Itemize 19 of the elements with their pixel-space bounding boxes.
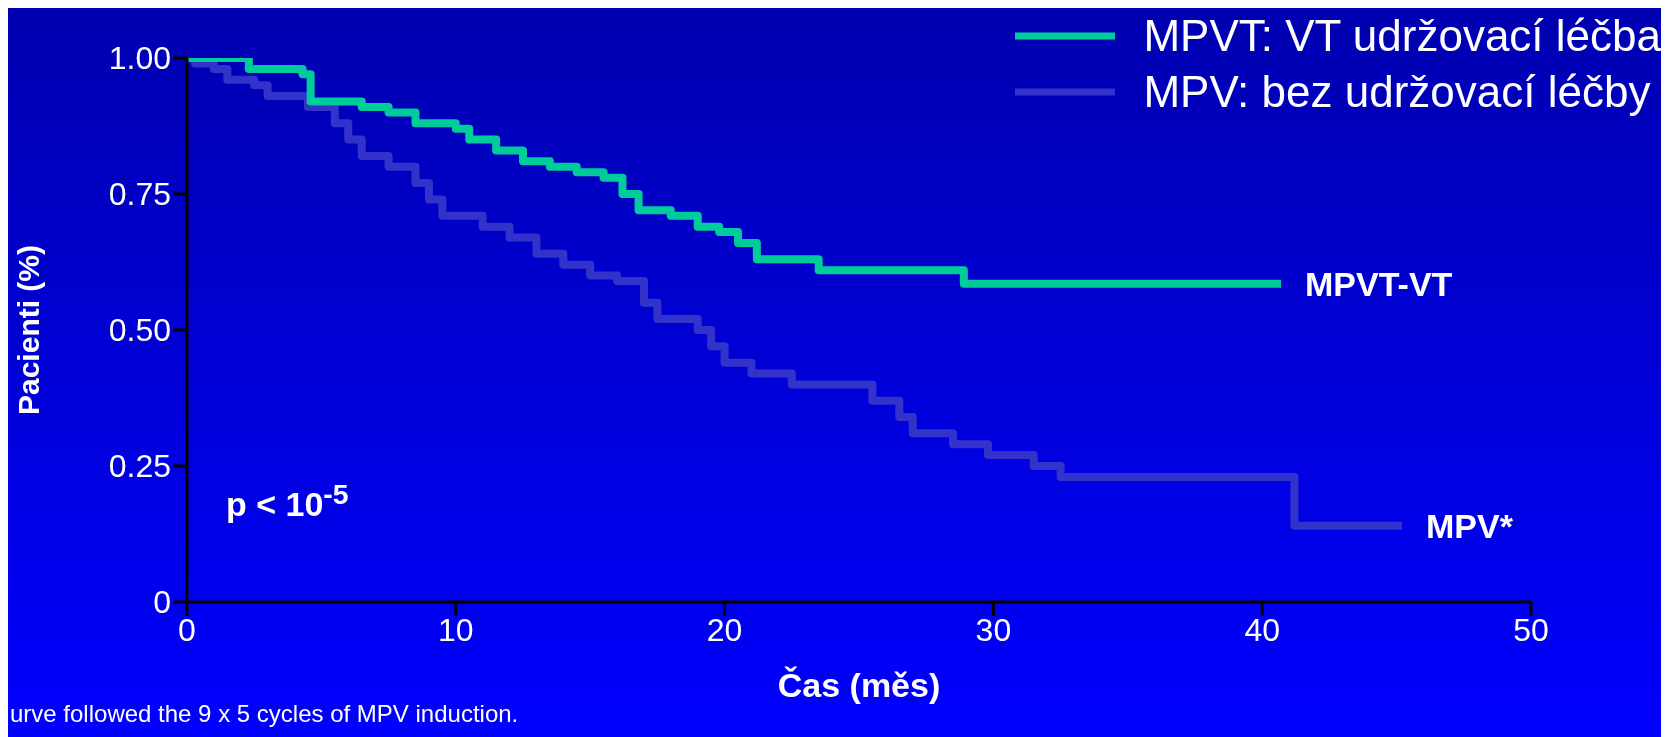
legend-label: MPV: bez udržovací léčby: [1143, 67, 1651, 117]
annotation: p < 10$^{-5}$: [226, 478, 349, 525]
x-axis-title: Čas (měs): [777, 666, 941, 704]
x-tick-label: 20: [706, 611, 743, 648]
x-tick-label: 0: [178, 611, 196, 648]
y-tick-label: 0.50: [108, 312, 171, 349]
y-tick-label: 0: [153, 584, 171, 621]
legend-label: MPVT: VT udržovací léčba: [1143, 11, 1661, 61]
y-axis-title: Pacienti (%): [11, 244, 45, 416]
x-tick-label: 10: [438, 611, 474, 648]
text: urve followed the 9 x 5 cycles of MPV induction.: [10, 700, 519, 728]
x-tick-label: 30: [975, 611, 1012, 648]
annotation: MPV*: [1425, 506, 1514, 545]
y-tick-label: 1.00: [108, 40, 171, 77]
y-tick-label: 0.75: [108, 176, 171, 213]
x-tick-label: 50: [1513, 611, 1549, 648]
y-tick-label: 0.25: [108, 448, 171, 485]
x-tick-label: 40: [1244, 611, 1280, 648]
annotation: MPVT-VT: [1305, 264, 1453, 303]
